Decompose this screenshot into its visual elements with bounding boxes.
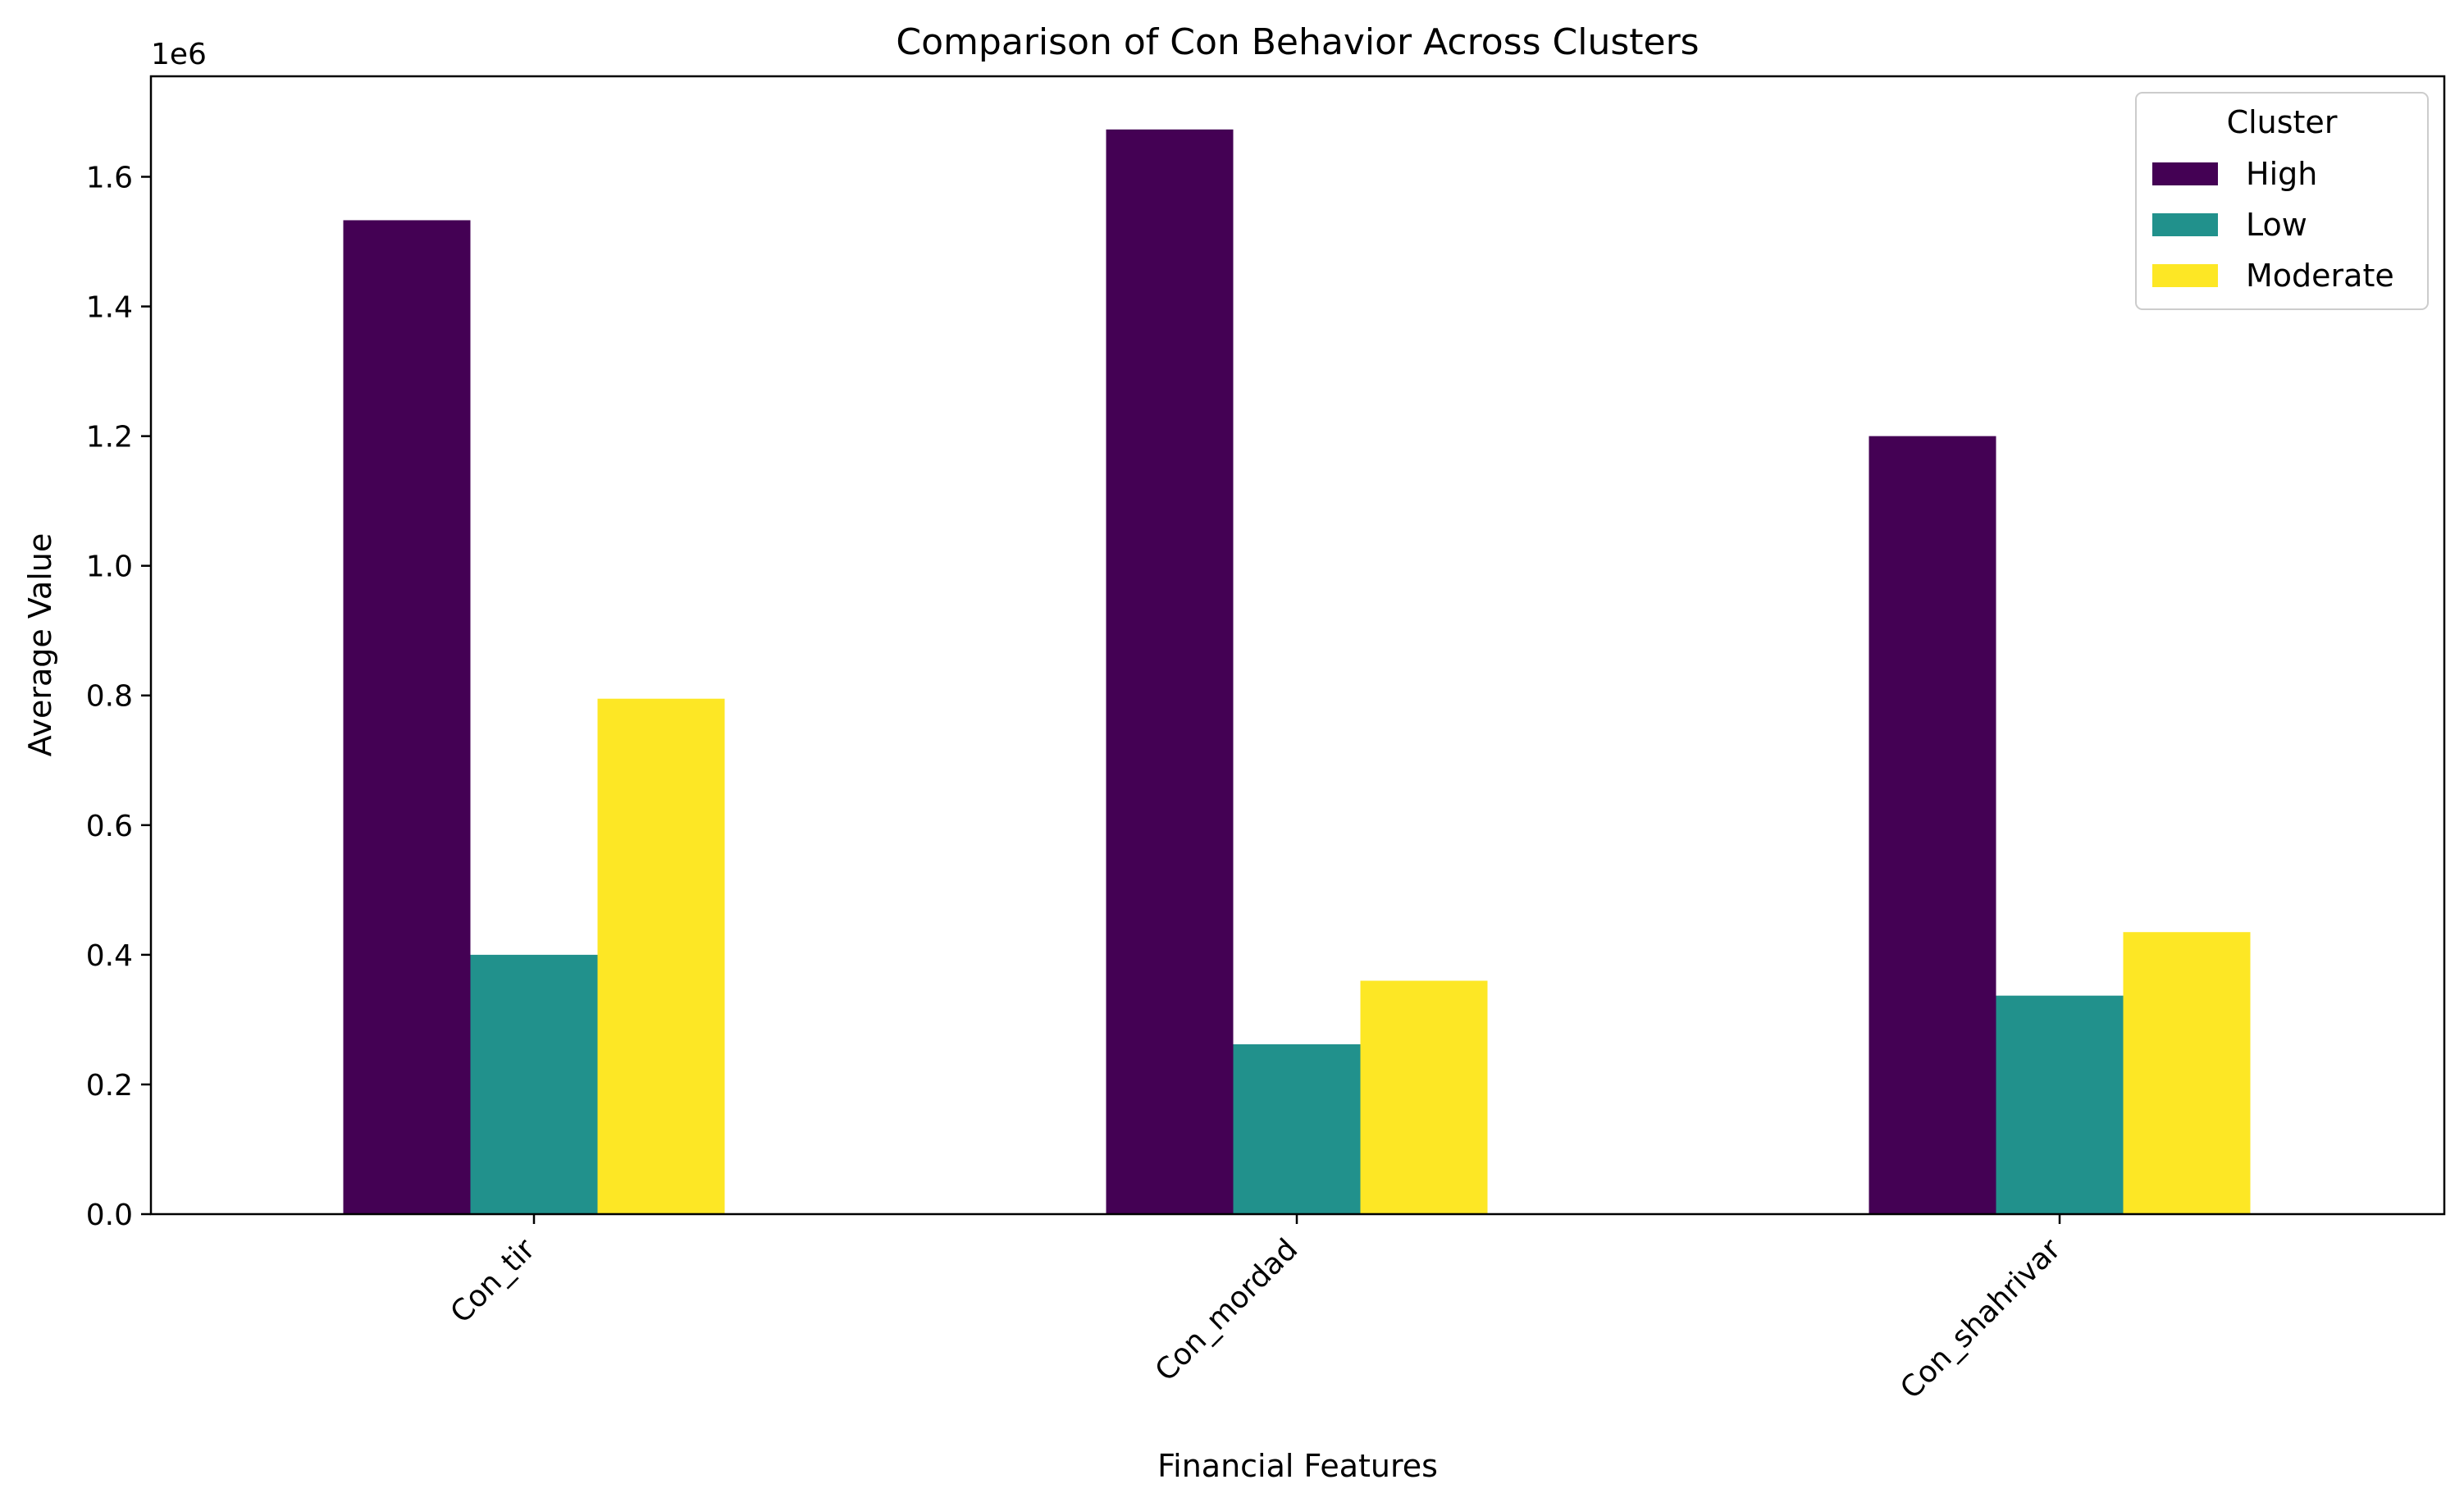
bar-Con_shahrivar-High — [1869, 436, 1996, 1214]
y-tick-label: 1.2 — [86, 421, 133, 454]
y-axis-title: Average Value — [22, 533, 58, 756]
legend-label-Low: Low — [2246, 207, 2307, 243]
x-axis: Con_tir Con_mordad Con_shahrivar — [445, 1214, 2067, 1405]
bar-Con_mordad-High — [1106, 129, 1234, 1215]
legend-box — [2135, 92, 2429, 310]
y-tick-label: 0.8 — [86, 680, 133, 714]
bar-Con_shahrivar-Low — [1996, 995, 2124, 1214]
chart-title: Comparison of Con Behavior Across Cluste… — [896, 21, 1699, 63]
bar-Con_tir-Moderate — [597, 698, 725, 1214]
x-tick-label-Con_mordad: Con_mordad — [1149, 1232, 1305, 1388]
y-tick-label: 1.4 — [86, 291, 133, 325]
x-axis-title: Financial Features — [1157, 1448, 1438, 1484]
bar-Con_tir-High — [343, 220, 471, 1214]
x-tick-label-Con_shahrivar: Con_shahrivar — [1894, 1232, 2067, 1405]
legend-label-Moderate: Moderate — [2246, 258, 2394, 294]
bars-group — [343, 129, 2251, 1215]
legend-label-High: High — [2246, 156, 2317, 192]
y-tick-label: 0.0 — [86, 1199, 133, 1232]
legend-title: Cluster — [2227, 104, 2338, 140]
y-tick-label: 0.6 — [86, 810, 133, 843]
plot-area-frame — [149, 75, 2446, 1216]
legend-swatch-Moderate — [2152, 264, 2218, 287]
x-tick-label-Con_tir: Con_tir — [445, 1232, 542, 1330]
y-tick-label: 0.4 — [86, 939, 133, 973]
bar-Con_mordad-Low — [1233, 1043, 1361, 1214]
y-tick-label: 1.0 — [86, 550, 133, 584]
bar-Con_shahrivar-Moderate — [2123, 932, 2251, 1214]
legend: Cluster High Low Moderate — [2135, 92, 2429, 310]
y-axis: 0.0 0.2 0.4 0.6 0.8 1.0 1.2 1.4 1.6 — [86, 161, 151, 1232]
y-tick-label: 1.6 — [86, 161, 133, 194]
legend-swatch-High — [2152, 162, 2218, 185]
legend-swatch-Low — [2152, 213, 2218, 236]
bar-Con_tir-Low — [470, 954, 598, 1214]
bar-Con_mordad-Moderate — [1360, 980, 1488, 1214]
y-axis-offset-label: 1e6 — [151, 38, 207, 71]
y-tick-label: 0.2 — [86, 1069, 133, 1103]
